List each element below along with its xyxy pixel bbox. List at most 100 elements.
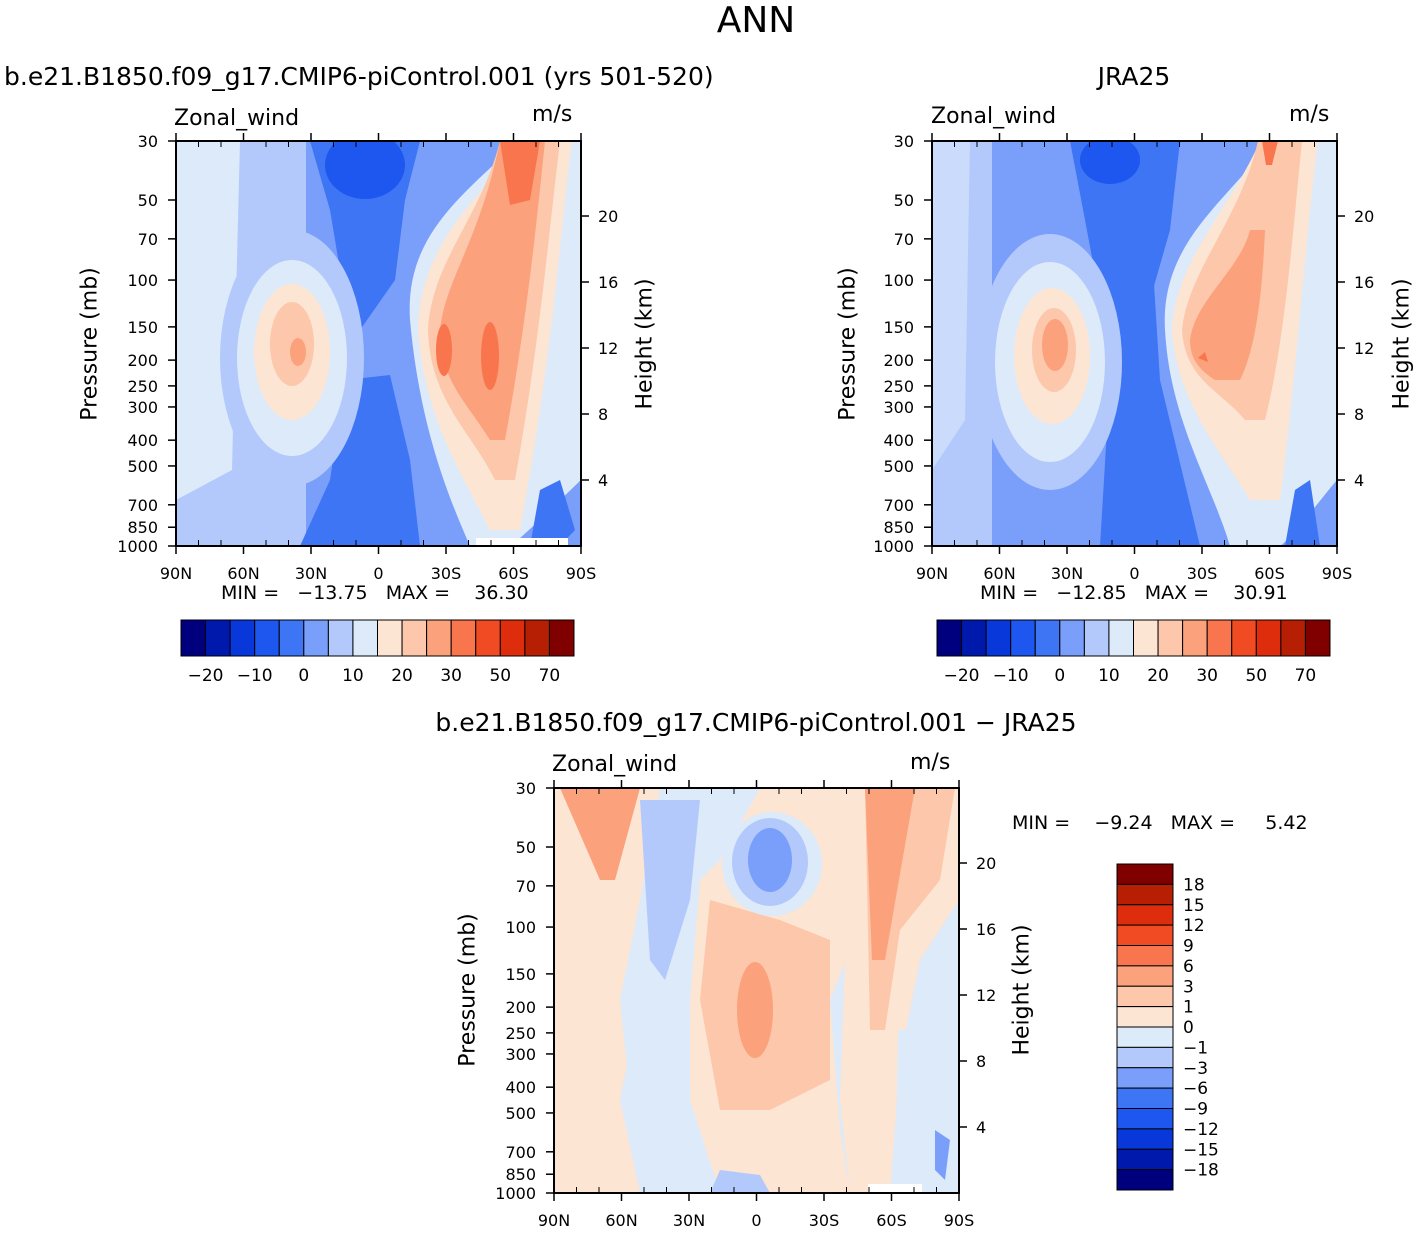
colorbar-box — [205, 619, 231, 657]
colorbar-box — [1116, 1067, 1174, 1089]
x-tick-label: 60S — [1254, 564, 1285, 583]
colorbar-box — [1304, 619, 1331, 657]
colorbar-box — [1116, 1046, 1174, 1069]
panel-2-variable: Zonal_wind — [931, 104, 1057, 129]
colorbar-label: 70 — [1295, 666, 1317, 686]
colorbar-box — [1010, 619, 1036, 657]
colorbar-box — [426, 619, 452, 657]
panel-1-band — [440, 141, 545, 440]
panel-3-band — [640, 800, 700, 980]
colorbar-box — [1116, 945, 1174, 967]
y2-tick-label: 20 — [598, 207, 618, 226]
y-tick-label: 70 — [516, 877, 536, 896]
y-tick-label: 500 — [883, 457, 914, 476]
colorbar-box — [1116, 965, 1174, 987]
colorbar-label: 0 — [298, 666, 309, 686]
y2-tick-label: 16 — [1354, 273, 1374, 292]
colorbar-box — [1116, 1128, 1174, 1150]
colorbar-box — [450, 619, 477, 657]
panel-2-units: m/s — [1289, 102, 1330, 127]
colorbar-box — [1116, 883, 1174, 906]
colorbar-box — [229, 619, 256, 657]
x-tick-label: 60N — [227, 564, 259, 583]
y-tick-label: 300 — [505, 1045, 536, 1064]
y-tick-label: 50 — [138, 191, 158, 210]
panel-3-band — [748, 828, 792, 892]
panel-1-band — [300, 375, 420, 546]
colorbar-box — [303, 619, 329, 657]
x-tick-label: 90N — [160, 564, 192, 583]
y-tick-label: 100 — [505, 918, 536, 937]
y-tick-label: 100 — [883, 271, 914, 290]
colorbar-box — [1231, 619, 1257, 657]
colorbar-label: −6 — [1183, 1079, 1208, 1099]
y2-tick-label: 16 — [598, 273, 618, 292]
colorbar-box — [180, 619, 207, 657]
panel-2-band — [932, 141, 970, 470]
colorbar-box — [499, 619, 526, 657]
colorbar-box — [352, 619, 378, 657]
colorbar-label: −10 — [237, 666, 273, 686]
colorbar-box — [1255, 619, 1282, 657]
colorbar-box — [327, 619, 354, 657]
y2-tick-label: 8 — [598, 405, 608, 424]
colorbar-box — [1116, 863, 1174, 885]
panel-3-plot — [554, 788, 959, 1193]
colorbar-label: −1 — [1183, 1038, 1208, 1058]
colorbar-label: 20 — [1147, 666, 1169, 686]
panel-3-band — [710, 1170, 770, 1193]
colorbar-box — [254, 619, 280, 657]
y-tick-label: 250 — [505, 1024, 536, 1043]
y-tick-label: 50 — [894, 191, 914, 210]
panel-3-variable: Zonal_wind — [552, 752, 678, 777]
panel-3-band — [895, 1030, 915, 1193]
colorbar-label: 3 — [1183, 977, 1194, 997]
page-title: ANN — [716, 0, 796, 41]
colorbar-label: 1 — [1183, 998, 1194, 1018]
y-tick-label: 150 — [127, 318, 158, 337]
y2-tick-label: 12 — [598, 339, 618, 358]
colorbar-box — [524, 619, 550, 657]
colorbar-box — [961, 619, 987, 657]
colorbar-label: 18 — [1183, 875, 1205, 895]
colorbar-label: 30 — [440, 666, 462, 686]
colorbar-label: −18 — [1183, 1161, 1219, 1181]
x-tick-label: 90S — [566, 564, 597, 583]
y-tick-label: 850 — [505, 1165, 536, 1184]
y-tick-label: 70 — [894, 230, 914, 249]
y-tick-label: 400 — [505, 1078, 536, 1097]
y-tick-label: 50 — [516, 838, 536, 857]
colorbar-box — [401, 619, 428, 657]
y-tick-label: 300 — [883, 398, 914, 417]
x-tick-label: 60S — [876, 1211, 907, 1230]
panel-1-band — [325, 141, 405, 199]
colorbar-label: 10 — [1098, 666, 1120, 686]
colorbar-label: 12 — [1183, 916, 1205, 936]
panel-2-band — [1190, 230, 1265, 380]
y-tick-label: 1000 — [495, 1184, 536, 1203]
x-tick-label: 30N — [295, 564, 327, 583]
y-tick-label: 30 — [138, 132, 158, 151]
y-tick-label: 150 — [883, 318, 914, 337]
colorbar-label: −15 — [1183, 1140, 1219, 1160]
panel-1-band — [500, 141, 540, 205]
panel-3-band — [560, 788, 640, 880]
x-tick-label: 60N — [983, 564, 1015, 583]
colorbar-label: −20 — [944, 666, 980, 686]
panel-3-band — [620, 950, 690, 1193]
y2-tick-label: 8 — [976, 1052, 986, 1071]
panel-2-min-max: MIN = −12.85 MAX = 30.91 — [980, 582, 1288, 604]
panel-2-band — [1100, 220, 1200, 546]
x-tick-label: 90S — [944, 1211, 975, 1230]
colorbar-box — [1116, 1169, 1174, 1191]
panel-2-band — [1080, 141, 1140, 184]
colorbar-label: 20 — [391, 666, 413, 686]
panel-1-band — [290, 338, 306, 366]
colorbar-label: −10 — [993, 666, 1029, 686]
colorbar-label: 30 — [1196, 666, 1218, 686]
y-tick-label: 1000 — [117, 537, 158, 556]
y-tick-label: 850 — [883, 518, 914, 537]
y-tick-label: 250 — [127, 377, 158, 396]
y-tick-label: 1000 — [873, 537, 914, 556]
